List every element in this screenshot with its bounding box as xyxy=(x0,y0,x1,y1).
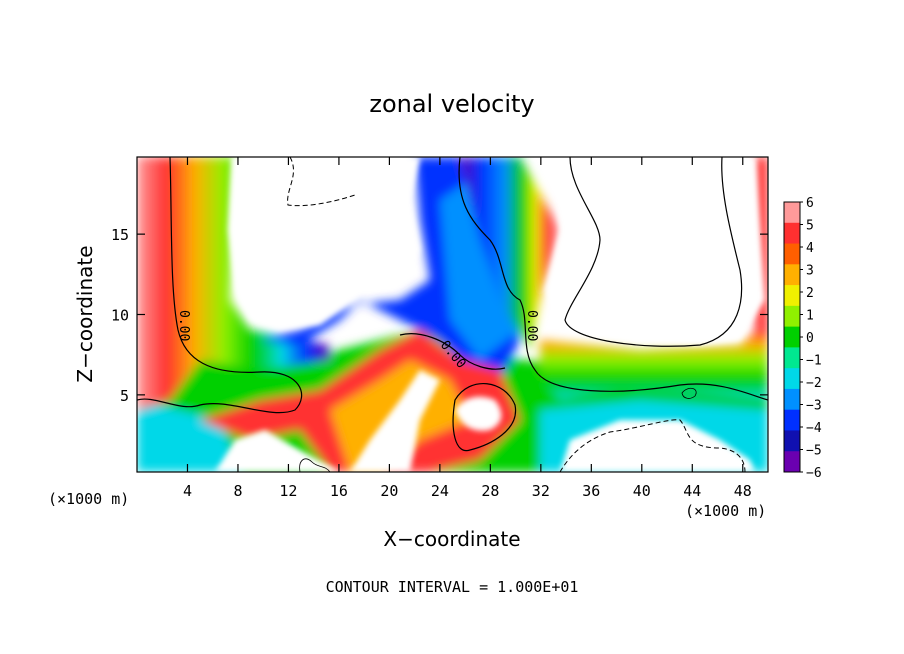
void-lower-center xyxy=(350,370,440,472)
x-tick-label: 8 xyxy=(233,482,242,500)
negative-contours xyxy=(287,157,746,472)
x-tick-label: 48 xyxy=(734,482,752,500)
x-tick-label: 28 xyxy=(481,482,499,500)
x-unit-label-right: (×1000 m) xyxy=(685,502,766,520)
contour-interval-note: CONTOUR INTERVAL = 1.000E+01 xyxy=(326,578,579,596)
void-upper-left xyxy=(228,157,420,330)
plot-area: 0.00 0.00 0.00 xyxy=(137,157,768,472)
x-axis: 4 8 12 16 20 24 28 32 36 40 44 48 xyxy=(183,157,752,500)
contour-small-loop xyxy=(681,387,697,399)
x-tick-label: 44 xyxy=(683,482,701,500)
colorbar-tick-label: 2 xyxy=(806,286,814,301)
colorbar-swatch xyxy=(784,222,800,245)
x-tick-label: 36 xyxy=(582,482,600,500)
small-contours xyxy=(299,387,697,472)
colorbar-swatch xyxy=(784,305,800,328)
colorbar-tick-label: 0 xyxy=(806,331,814,346)
x-tick-label: 24 xyxy=(431,482,449,500)
void-upper-right xyxy=(545,157,765,345)
contour-label: 0.00 xyxy=(176,310,191,341)
contour-line-central xyxy=(458,157,768,401)
colorbar-tick-label: 3 xyxy=(806,264,814,279)
colorbar-tick-label: −5 xyxy=(806,444,822,459)
contour-line-central-loop xyxy=(399,333,506,370)
colorbar-swatch xyxy=(784,285,800,307)
void-lower-right xyxy=(560,420,755,472)
colorbar-tick-label: 4 xyxy=(806,241,814,256)
colorbar-swatch xyxy=(784,326,800,348)
colorbar-tick-label: 1 xyxy=(806,309,814,324)
contour-bottom-squiggle xyxy=(299,458,331,472)
chart-title: zonal velocity xyxy=(369,90,534,118)
x-unit-label-left: (×1000 m) xyxy=(48,490,129,508)
colorbar-swatch xyxy=(784,243,800,265)
region-right-red-band xyxy=(540,320,768,400)
x-tick-label: 40 xyxy=(633,482,651,500)
colorbar-swatch xyxy=(784,430,800,452)
colorbar: 6 5 4 3 2 1 0 −1 −2 −3 −4 −5 −6 xyxy=(783,196,822,481)
contour-line-lower-loop xyxy=(452,383,517,452)
contour-lines xyxy=(137,157,768,452)
colorbar-swatch xyxy=(784,409,800,431)
y-tick-label: 15 xyxy=(111,226,129,244)
colorbar-swatch xyxy=(784,368,800,390)
x-axis-label: X−coordinate xyxy=(383,527,520,551)
contour-dashed-right xyxy=(559,419,746,472)
region-central-warm-column xyxy=(460,157,560,350)
colorbar-tick-label: −1 xyxy=(806,354,822,369)
contour-line-upper-right xyxy=(564,157,743,347)
colorbar-swatch xyxy=(784,451,800,473)
colorbar-swatch xyxy=(784,264,800,286)
region-central-cyan xyxy=(440,180,520,360)
y-axis-label: Z−coordinate xyxy=(73,245,97,382)
colorbar-tick-label: −4 xyxy=(806,421,822,436)
colorbar-swatch xyxy=(784,388,800,411)
x-tick-label: 12 xyxy=(279,482,297,500)
colorbar-swatch xyxy=(784,202,800,224)
region-lower-left-cyan xyxy=(137,400,240,472)
colorbar-tick-label: −6 xyxy=(806,466,822,481)
contour-line-left xyxy=(137,157,303,414)
colorbar-tick-label: 6 xyxy=(806,196,814,211)
y-axis: 5 10 15 xyxy=(111,226,768,405)
void-lower-center-blob xyxy=(455,396,502,431)
colorbar-tick-label: 5 xyxy=(806,219,814,234)
colorbar-swatch xyxy=(784,347,800,369)
x-tick-label: 16 xyxy=(330,482,348,500)
x-tick-label: 4 xyxy=(183,482,192,500)
contour-label: 0.00 xyxy=(524,310,539,341)
x-tick-label: 32 xyxy=(532,482,550,500)
contour-dashed-top xyxy=(287,157,356,207)
void-lower-left xyxy=(215,430,340,472)
y-tick-label: 5 xyxy=(120,387,129,405)
x-tick-label: 20 xyxy=(380,482,398,500)
colorbar-tick-label: −2 xyxy=(806,376,822,391)
y-tick-label: 10 xyxy=(111,307,129,325)
colorbar-tick-label: −3 xyxy=(806,399,822,414)
